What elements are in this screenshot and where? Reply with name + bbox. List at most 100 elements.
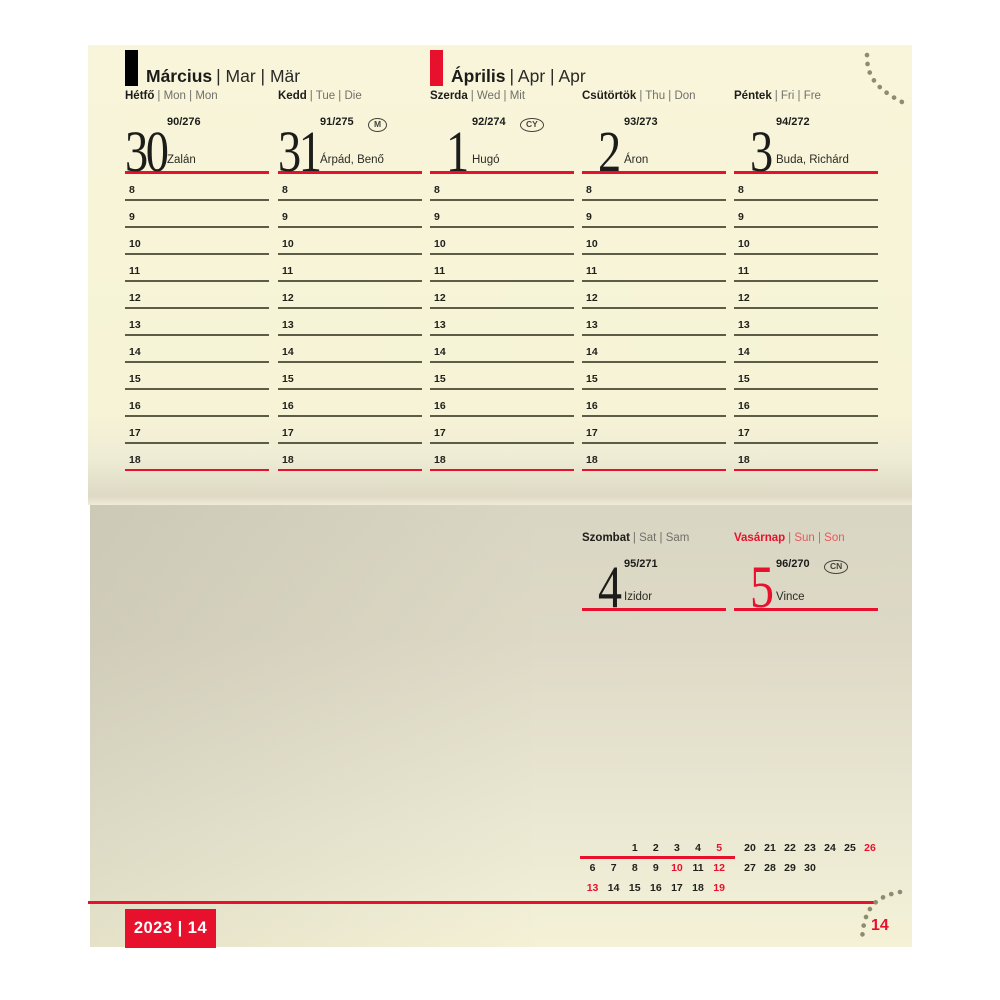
hour-label: 10: [586, 238, 598, 250]
hour-row-18: 18: [734, 444, 878, 471]
day-column-tuesday: Kedd | Tue | Die 31 91/275 M Árpád, Benő …: [278, 90, 422, 471]
hour-row-10: 10: [734, 228, 878, 255]
hour-label: 16: [738, 400, 750, 412]
hour-row-18: 18: [582, 444, 726, 471]
day-number: 31: [278, 118, 322, 184]
mini-calendar-day: 22: [784, 842, 796, 854]
mini-calendar-day: 16: [649, 882, 662, 894]
hour-label: 8: [434, 184, 440, 196]
hour-row-15: 15: [430, 363, 574, 390]
mini-calendar-day: 30: [804, 862, 816, 874]
month-bar-icon: [430, 50, 443, 86]
hour-label: 15: [282, 373, 294, 385]
day-block: 31 91/275 M Árpád, Benő: [278, 107, 422, 184]
day-name-hu: Szerda: [430, 90, 468, 102]
hour-label: 12: [586, 292, 598, 304]
hour-label: 11: [129, 265, 141, 277]
mini-calendar-row: 6 7 8 9 10 11 12: [582, 858, 730, 878]
mini-calendar-day: 6: [589, 862, 596, 874]
hour-row-9: 9: [278, 201, 422, 228]
hour-row-10: 10: [430, 228, 574, 255]
hour-label: 9: [738, 211, 744, 223]
month-name: Március: [146, 65, 213, 86]
hour-row-18: 18: [430, 444, 574, 471]
day-name-alt: | Thu | Don: [639, 90, 696, 102]
day-number: 30: [125, 118, 169, 184]
hour-row-14: 14: [734, 336, 878, 363]
month-alt-names: | Apr | Apr: [509, 65, 586, 86]
day-column-wednesday: Szerda | Wed | Mit 1 92/274 CY Hugó 8 9 10 1…: [430, 90, 574, 471]
hour-grid: 8 9 10 11 12 13 14 15 16 17 18: [278, 174, 422, 471]
hour-row-16: 16: [125, 390, 269, 417]
hour-label: 10: [129, 238, 141, 250]
hour-row-16: 16: [582, 390, 726, 417]
hour-label: 13: [586, 319, 598, 331]
hour-label: 11: [738, 265, 750, 277]
hour-label: 13: [282, 319, 294, 331]
hour-row-18: 18: [125, 444, 269, 471]
hour-row-18: 18: [278, 444, 422, 471]
mini-calendar-current-week-underline: [580, 856, 735, 859]
hour-row-17: 17: [582, 417, 726, 444]
day-number: 2: [598, 118, 621, 184]
mini-calendar-row: 27 28 29 30: [740, 858, 880, 878]
day-column-sunday: Vasárnap | Sun | Son 5 96/270 CN Vince: [734, 532, 878, 617]
mini-calendar-day: 25: [844, 842, 856, 854]
hour-row-16: 16: [278, 390, 422, 417]
mini-calendar-day: 15: [628, 882, 641, 894]
hour-row-15: 15: [278, 363, 422, 390]
hour-row-13: 13: [430, 309, 574, 336]
hour-row-10: 10: [125, 228, 269, 255]
month-header-april: Április | Apr | Apr: [430, 50, 586, 86]
day-name-alt: | Tue | Die: [309, 90, 362, 102]
day-block: 5 96/270 CN Vince: [734, 549, 878, 617]
hour-row-16: 16: [430, 390, 574, 417]
hour-row-15: 15: [125, 363, 269, 390]
hour-row-8: 8: [582, 174, 726, 201]
mini-calendar-day: 26: [864, 842, 876, 854]
hour-label: 13: [738, 319, 750, 331]
hour-row-8: 8: [734, 174, 878, 201]
day-header: Hétfő | Mon | Mon: [125, 90, 269, 107]
mini-calendar-row: 1 2 3 4 5: [582, 838, 730, 858]
month-bar-icon: [125, 50, 138, 86]
mini-calendar-day: 12: [713, 862, 725, 874]
day-header: Vasárnap | Sun | Son: [734, 532, 878, 549]
day-name-alt: | Fri | Fre: [774, 90, 821, 102]
hour-row-10: 10: [582, 228, 726, 255]
day-column-thursday: Csütörtök | Thu | Don 2 93/273 Áron 8 9 10 1…: [582, 90, 726, 471]
bottom-page-sheet: [90, 505, 912, 947]
mini-calendar-day: 3: [674, 842, 680, 854]
mini-calendar-day: 23: [804, 842, 816, 854]
hour-label: 9: [586, 211, 592, 223]
mini-calendar-day: [840, 858, 860, 878]
hour-label: 8: [129, 184, 135, 196]
name-day: Izidor: [624, 591, 653, 603]
hour-row-12: 12: [278, 282, 422, 309]
hour-row-17: 17: [278, 417, 422, 444]
mini-calendar-day: 4: [695, 842, 701, 854]
month-name: Április: [451, 65, 506, 86]
dotted-arc-bottom-icon: [859, 889, 903, 945]
hour-label: 9: [434, 211, 440, 223]
hour-label: 18: [586, 454, 598, 466]
hour-row-15: 15: [734, 363, 878, 390]
day-block: 30 90/276 Zalán: [125, 107, 269, 184]
footer-red-line: [88, 901, 875, 904]
hour-row-9: 9: [734, 201, 878, 228]
hour-row-12: 12: [734, 282, 878, 309]
hour-label: 8: [586, 184, 592, 196]
hour-label: 14: [434, 346, 446, 358]
hour-label: 14: [586, 346, 598, 358]
day-name-hu: Szombat: [582, 532, 630, 544]
hour-label: 8: [282, 184, 288, 196]
day-name-alt: | Sun | Son: [788, 532, 845, 544]
hour-label: 16: [129, 400, 141, 412]
hour-label: 17: [586, 427, 598, 439]
day-number: 1: [446, 118, 469, 184]
name-day: Árpád, Benő: [320, 154, 384, 166]
hour-row-15: 15: [582, 363, 726, 390]
day-header: Csütörtök | Thu | Don: [582, 90, 726, 107]
mini-calendar-row: 20 21 22 23 24 25 26: [740, 838, 880, 858]
hour-row-11: 11: [278, 255, 422, 282]
